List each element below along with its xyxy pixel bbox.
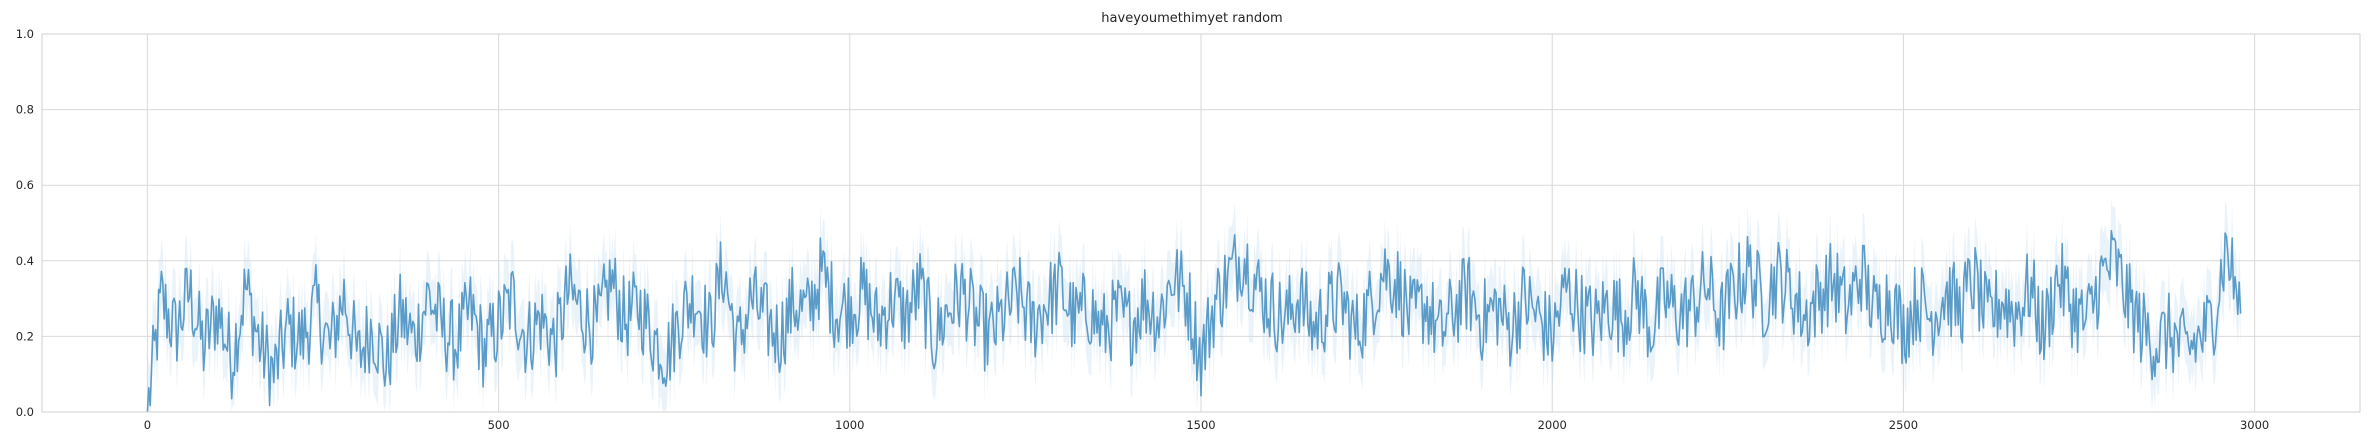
x-tick-label: 2500 — [1889, 418, 1918, 432]
y-tick-label: 0.4 — [16, 254, 34, 268]
x-tick-label: 500 — [488, 418, 510, 432]
series-line-layer — [146, 229, 2242, 413]
x-axis-ticks: 0 500 1000 1500 2000 2500 3000 — [144, 418, 2270, 432]
y-tick-label: 1.0 — [16, 27, 34, 41]
x-tick-label: 1000 — [835, 418, 864, 432]
x-tick-label: 0 — [144, 418, 151, 432]
y-tick-label: 0.0 — [16, 405, 34, 419]
axes-frame — [41, 33, 2361, 413]
x-tick-label: 2000 — [1538, 418, 1567, 432]
plot-border — [41, 33, 2361, 413]
chart-title: haveyoumethimyet random — [1101, 11, 1282, 26]
y-axis-ticks: 0.0 0.2 0.4 0.6 0.8 1.0 — [16, 27, 34, 419]
y-tick-label: 0.2 — [16, 329, 34, 343]
x-tick-label: 3000 — [2240, 418, 2269, 432]
y-tick-label: 0.6 — [16, 178, 34, 192]
series-line — [146, 229, 2242, 413]
y-tick-label: 0.8 — [16, 103, 34, 117]
x-tick-label: 1500 — [1186, 418, 1215, 432]
